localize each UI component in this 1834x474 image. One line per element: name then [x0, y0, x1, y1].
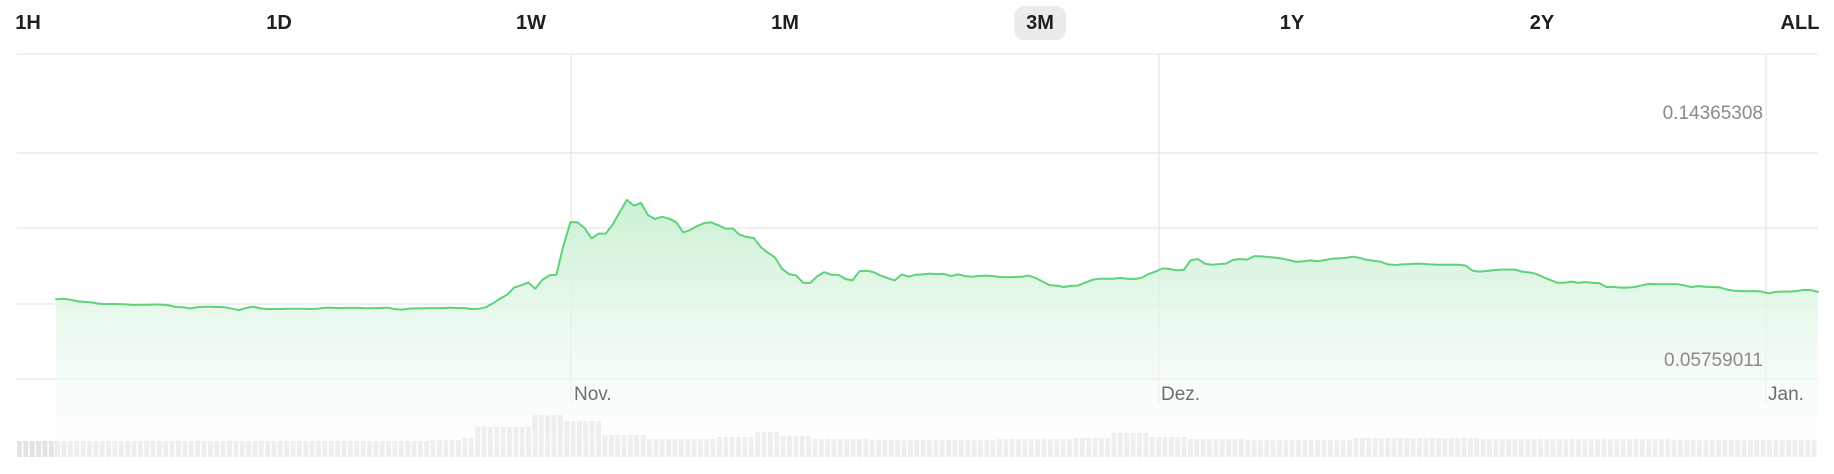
range-tab-1y[interactable]: 1Y	[1279, 12, 1305, 34]
price-line	[55, 198, 1819, 312]
y-label-min: 0.05759011	[1664, 350, 1763, 371]
range-tab-2y[interactable]: 2Y	[1529, 12, 1555, 34]
volume-bar	[23, 441, 29, 457]
price-area	[56, 199, 1818, 457]
volume-bar	[29, 441, 35, 457]
range-tab-1m[interactable]: 1M	[771, 12, 799, 34]
volume-bar	[17, 441, 22, 457]
volume-bar	[36, 441, 41, 457]
range-tab-1w[interactable]: 1W	[516, 12, 546, 34]
y-label-max: 0.14365308	[1663, 103, 1763, 124]
x-label-nov: Nov.	[574, 384, 612, 405]
x-label-jan: Jan.	[1768, 384, 1804, 405]
range-tab-1h[interactable]: 1H	[15, 12, 41, 34]
volume-bar	[48, 441, 54, 457]
range-tab-1d[interactable]: 1D	[266, 12, 292, 34]
x-label-dez: Dez.	[1161, 384, 1200, 405]
price-chart[interactable]: 0.14365308 0.05759011 Nov. Dez. Jan.	[0, 46, 1834, 474]
volume-bar	[42, 441, 48, 457]
range-tab-3m[interactable]: 3M	[1014, 6, 1066, 40]
time-range-selector: 1H 1D 1W 1M 3M 1Y 2Y ALL	[0, 0, 1834, 46]
range-tab-all[interactable]: ALL	[1780, 12, 1820, 34]
